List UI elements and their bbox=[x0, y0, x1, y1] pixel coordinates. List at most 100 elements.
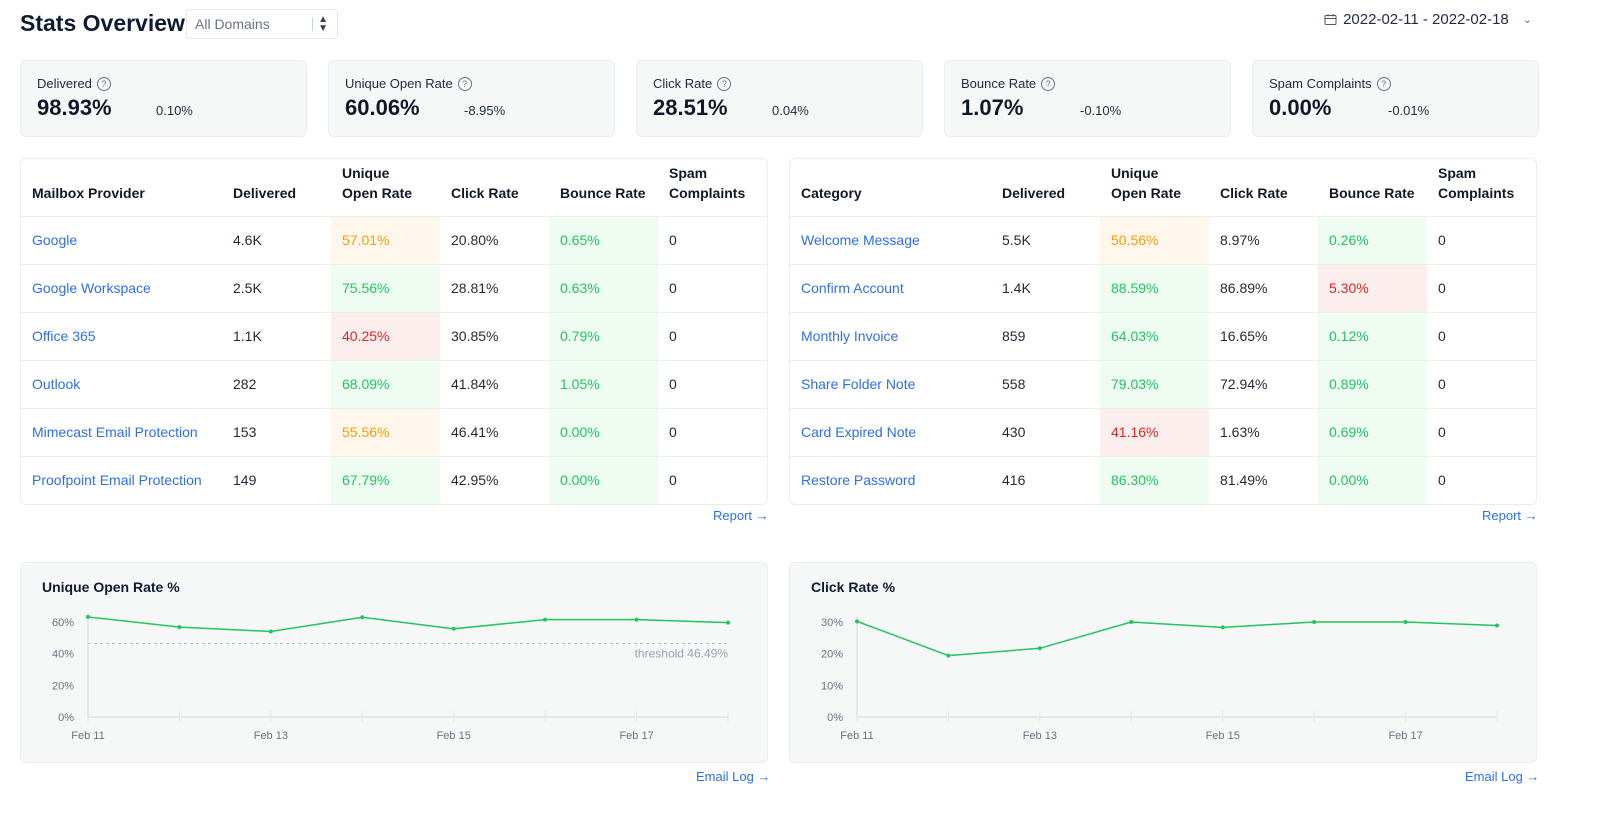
table-cell: 28.81% bbox=[440, 263, 549, 312]
help-icon[interactable]: ? bbox=[457, 76, 472, 91]
stat-change: 0.10% bbox=[156, 103, 193, 118]
stat-card: Delivered? 98.93% 0.10% bbox=[20, 60, 307, 137]
table-cell: 1.1K bbox=[222, 311, 331, 360]
stat-card: Click Rate? 28.51% 0.04% bbox=[636, 60, 923, 137]
table-cell: 0 bbox=[658, 359, 767, 408]
table-cell: 86.30% bbox=[1100, 455, 1209, 504]
column-header[interactable]: Spam Complaints bbox=[1438, 164, 1515, 201]
domain-select-value: All Domains bbox=[195, 16, 270, 32]
data-point bbox=[726, 620, 730, 625]
line-chart: 0% 10% 20% 30% Feb 11 Feb 13 Feb 15 Feb 17 bbox=[821, 617, 1499, 742]
table-cell: 0 bbox=[658, 407, 767, 456]
domain-select[interactable]: All Domains ▲ ▼ bbox=[186, 9, 338, 39]
table-cell: 153 bbox=[222, 407, 331, 456]
data-point bbox=[268, 629, 273, 634]
column-header[interactable]: Click Rate bbox=[1220, 184, 1288, 201]
table-cell: 0.12% bbox=[1318, 311, 1427, 360]
stat-card: Bounce Rate? 1.07% -0.10% bbox=[944, 60, 1231, 137]
stat-card: Unique Open Rate? 60.06% -8.95% bbox=[328, 60, 615, 137]
table-row: Restore Password 416 86.30% 81.49% 0.00% 0 bbox=[790, 455, 1536, 504]
page-title: Stats Overview bbox=[20, 10, 185, 36]
table-cell: 0.65% bbox=[549, 215, 658, 264]
table-row: Outlook 282 68.09% 41.84% 1.05% 0 bbox=[21, 359, 767, 408]
table-cell: 558 bbox=[991, 359, 1100, 408]
table-cell: 46.41% bbox=[440, 407, 549, 456]
table-cell: 41.16% bbox=[1100, 407, 1209, 456]
data-point bbox=[1220, 625, 1225, 630]
table-cell: 0.00% bbox=[549, 407, 658, 456]
y-tick-label: 40% bbox=[52, 649, 74, 661]
stat-change: -0.10% bbox=[1080, 103, 1122, 118]
row-link[interactable]: Proofpoint Email Protection bbox=[21, 455, 222, 504]
row-link[interactable]: Confirm Account bbox=[790, 263, 991, 312]
report-link[interactable]: Report → bbox=[1482, 508, 1538, 523]
data-point bbox=[543, 617, 548, 622]
table-cell: 416 bbox=[991, 455, 1100, 504]
table-cell: 16.65% bbox=[1209, 311, 1318, 360]
table-cell: 67.79% bbox=[331, 455, 440, 504]
chevron-down-icon: ⌄ bbox=[1522, 14, 1532, 26]
stat-label: Spam Complaints bbox=[1269, 76, 1372, 91]
y-tick-label: 60% bbox=[52, 617, 74, 629]
data-point bbox=[86, 614, 90, 619]
table-cell: 41.84% bbox=[440, 359, 549, 408]
column-header[interactable]: Bounce Rate bbox=[1329, 184, 1415, 201]
table-cell: 149 bbox=[222, 455, 331, 504]
help-icon[interactable]: ? bbox=[96, 76, 111, 91]
row-link[interactable]: Google Workspace bbox=[21, 263, 222, 312]
data-point bbox=[1403, 620, 1408, 624]
table-cell: 0 bbox=[1427, 455, 1536, 504]
stat-value: 28.51% bbox=[653, 95, 728, 120]
table-cell: 0 bbox=[658, 455, 767, 504]
table-row: Proofpoint Email Protection 149 67.79% 42.9… bbox=[21, 455, 767, 504]
table-cell: 0.69% bbox=[1318, 407, 1427, 456]
row-link[interactable]: Monthly Invoice bbox=[790, 311, 991, 360]
email-log-link[interactable]: Email Log → bbox=[1465, 769, 1540, 784]
row-link[interactable]: Welcome Message bbox=[790, 215, 991, 264]
table-cell: 0 bbox=[1427, 359, 1536, 408]
column-header[interactable]: Delivered bbox=[233, 184, 297, 201]
table-row: Google 4.6K 57.01% 20.80% 0.65% 0 bbox=[21, 215, 767, 264]
help-icon[interactable]: ? bbox=[1041, 76, 1056, 91]
series-line bbox=[87, 616, 729, 633]
table-cell: 81.49% bbox=[1209, 455, 1318, 504]
summary-cards: Delivered? 98.93% 0.10% Unique Open Rate?… bbox=[20, 60, 1539, 137]
help-icon[interactable]: ? bbox=[1376, 76, 1391, 91]
column-header[interactable]: Unique Open Rate bbox=[342, 164, 413, 201]
table-cell: 0 bbox=[1427, 215, 1536, 264]
y-tick-label: 20% bbox=[821, 649, 843, 661]
report-link[interactable]: Report → bbox=[713, 508, 769, 523]
row-link[interactable]: Google bbox=[21, 215, 222, 264]
row-link[interactable]: Restore Password bbox=[790, 455, 991, 504]
column-header[interactable]: Unique Open Rate bbox=[1111, 164, 1182, 201]
stat-value: 60.06% bbox=[345, 95, 420, 120]
row-link[interactable]: Office 365 bbox=[21, 311, 222, 360]
x-tick-label: Feb 17 bbox=[1388, 730, 1422, 742]
row-link[interactable]: Card Expired Note bbox=[790, 407, 991, 456]
table-cell: 64.03% bbox=[1100, 311, 1209, 360]
row-link[interactable]: Share Folder Note bbox=[790, 359, 991, 408]
row-link[interactable]: Outlook bbox=[21, 359, 222, 408]
table-cell: 5.5K bbox=[991, 215, 1100, 264]
table-cell: 0 bbox=[1427, 407, 1536, 456]
column-header[interactable]: Mailbox Provider bbox=[32, 184, 145, 201]
help-icon[interactable]: ? bbox=[717, 76, 732, 91]
column-header[interactable]: Bounce Rate bbox=[560, 184, 646, 201]
table-cell: 8.97% bbox=[1209, 215, 1318, 264]
table-cell: 57.01% bbox=[331, 215, 440, 264]
x-tick-label: Feb 13 bbox=[254, 730, 288, 742]
row-link[interactable]: Mimecast Email Protection bbox=[21, 407, 222, 456]
column-header[interactable]: Click Rate bbox=[451, 184, 519, 201]
threshold-label: threshold 46.49% bbox=[635, 646, 729, 660]
date-range-picker[interactable]: 2022-02-11 - 2022-02-18 ⌄ bbox=[1324, 11, 1532, 28]
column-header[interactable]: Delivered bbox=[1002, 184, 1066, 201]
select-divider bbox=[312, 18, 313, 31]
series-line bbox=[856, 620, 1498, 657]
stat-change: -0.01% bbox=[1388, 103, 1430, 118]
data-point bbox=[946, 653, 951, 658]
column-header[interactable]: Category bbox=[801, 184, 862, 201]
email-log-link[interactable]: Email Log → bbox=[696, 769, 771, 784]
column-header[interactable]: Spam Complaints bbox=[669, 164, 746, 201]
table-cell: 859 bbox=[991, 311, 1100, 360]
data-point bbox=[177, 625, 182, 630]
